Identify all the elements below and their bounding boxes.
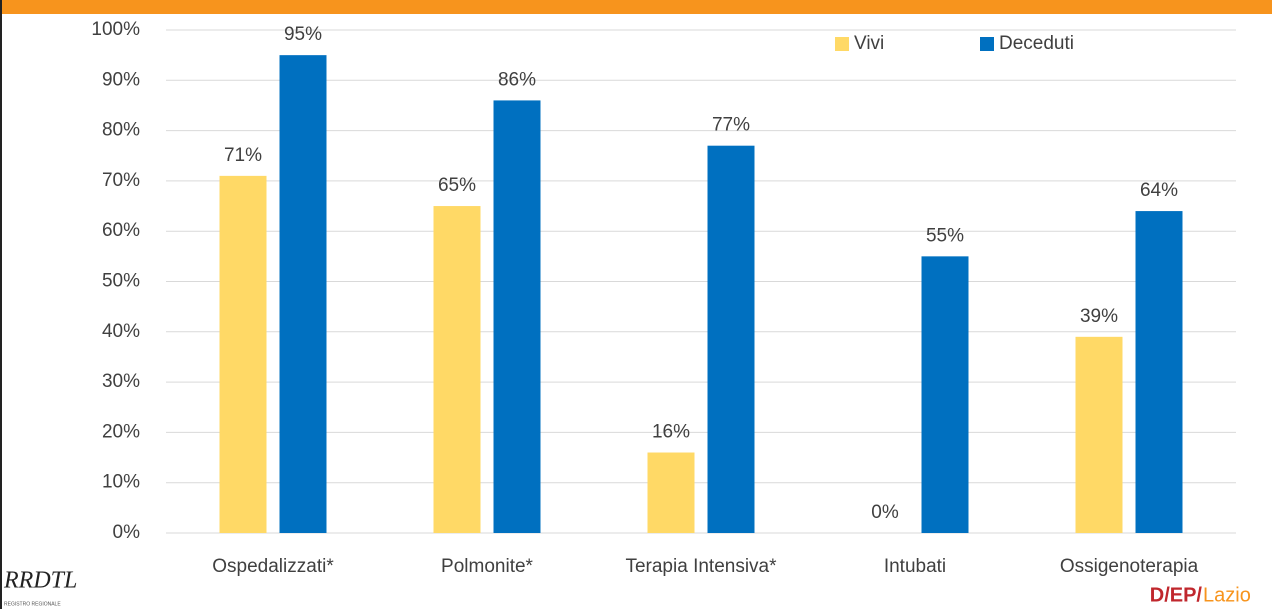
bar (219, 175, 267, 533)
y-tick-label: 30% (102, 371, 140, 392)
y-tick-label: 10% (102, 472, 140, 493)
y-tick-label: 100% (91, 19, 140, 40)
x-tick-label: Ospedalizzati* (212, 556, 334, 577)
value-label: 55% (926, 225, 964, 246)
bar (647, 452, 695, 533)
top-band (0, 0, 1272, 14)
value-label: 39% (1080, 306, 1118, 327)
logo-left-sub: REGISTRO REGIONALE (4, 601, 61, 607)
value-label: 77% (712, 115, 750, 136)
bar (921, 256, 969, 533)
y-tick-label: 40% (102, 321, 140, 342)
legend-swatch (980, 37, 994, 51)
y-tick-label: 20% (102, 421, 140, 442)
y-tick-label: 0% (113, 522, 141, 543)
y-tick-label: 50% (102, 271, 140, 292)
value-label: 86% (498, 69, 536, 90)
legend-swatch (835, 37, 849, 51)
value-label: 95% (284, 24, 322, 45)
legend-label: Deceduti (999, 33, 1074, 54)
y-tick-label: 60% (102, 220, 140, 241)
value-label: 0% (871, 502, 899, 523)
value-label: 64% (1140, 180, 1178, 201)
value-label: 16% (652, 422, 690, 443)
bar (707, 145, 755, 533)
x-tick-label: Polmonite* (441, 556, 533, 577)
value-label: 65% (438, 175, 476, 196)
x-tick-label: Ossigenoterapia (1060, 556, 1199, 577)
x-tick-label: Intubati (884, 556, 946, 577)
logo-right-name: Lazio (1203, 584, 1251, 606)
value-label: 71% (224, 145, 262, 166)
left-edge (0, 0, 2, 609)
bar (279, 55, 327, 534)
y-tick-label: 70% (102, 170, 140, 191)
bar (1075, 336, 1123, 533)
y-tick-label: 80% (102, 120, 140, 141)
bar (493, 100, 541, 534)
y-tick-label: 90% (102, 69, 140, 90)
legend-label: Vivi (854, 33, 884, 54)
bar (1135, 211, 1183, 533)
x-tick-label: Terapia Intensiva* (625, 556, 777, 577)
logo-right-mark: D/EP/ (1150, 584, 1203, 606)
bar (433, 206, 481, 534)
logo-left: RRDTL (3, 568, 77, 594)
